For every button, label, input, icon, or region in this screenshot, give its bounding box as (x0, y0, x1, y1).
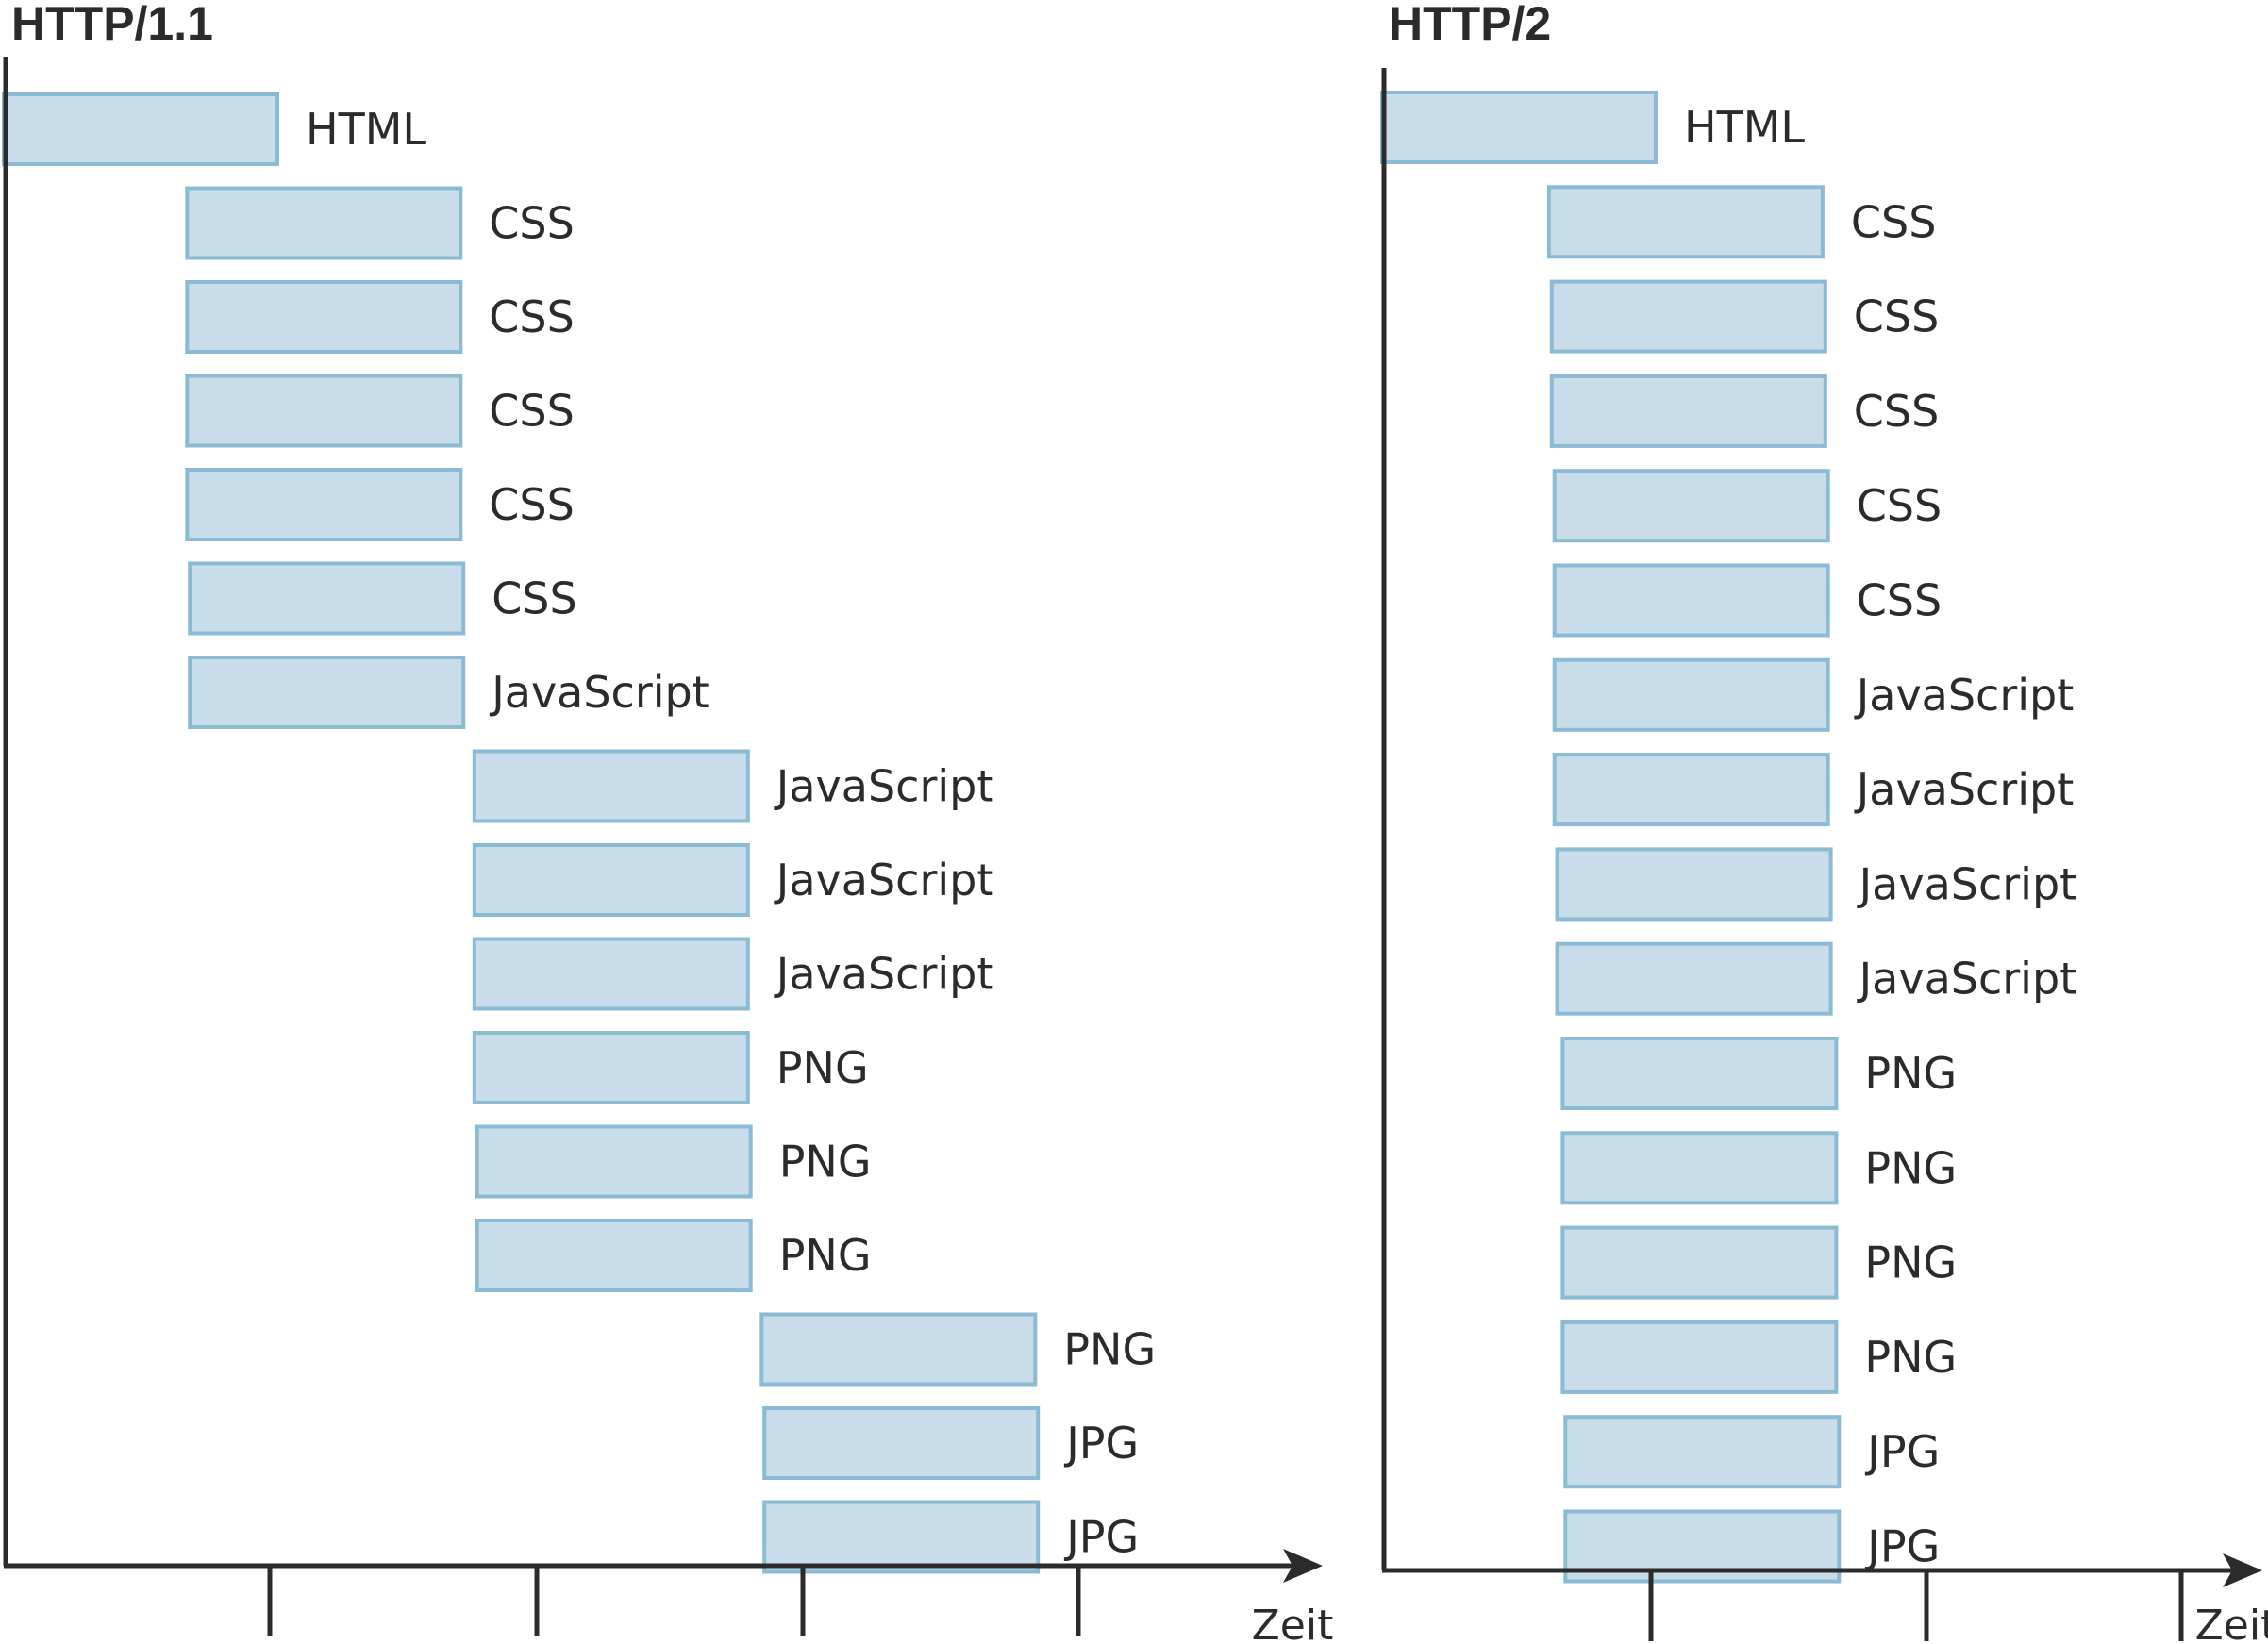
request-bar (185, 186, 463, 260)
request-label: HTML (306, 104, 426, 155)
request-bar (1552, 753, 1830, 827)
request-label: JPG (1063, 1512, 1139, 1563)
request-label: JavaScript (774, 949, 994, 1000)
request-label: CSS (1857, 575, 1943, 626)
request-bar (185, 468, 463, 541)
request-bar (1549, 374, 1827, 448)
request-bar (1552, 657, 1830, 732)
request-bar (1555, 941, 1833, 1016)
request-label: JavaScript (774, 855, 994, 905)
request-bar (1560, 1320, 1839, 1394)
request-label: PNG (1864, 1048, 1957, 1099)
request-label: JavaScript (1857, 954, 2077, 1005)
request-label: CSS (489, 291, 575, 342)
request-bar (472, 843, 750, 917)
request-bar (759, 1312, 1038, 1387)
request-bar (1552, 469, 1830, 543)
request-bar (1546, 185, 1825, 259)
request-label: CSS (1854, 386, 1940, 437)
request-label: CSS (1854, 291, 1940, 342)
request-bar (185, 374, 463, 448)
request-bar (1552, 563, 1830, 638)
http1-panel: HTTP/1.1 HTML CSS CSS CSS CSS CSS JavaScript Ja… (2, 0, 1334, 1644)
request-label: PNG (1864, 1237, 1957, 1288)
panel-title: HTTP/2 (1389, 0, 1551, 50)
request-label: JavaScript (1854, 670, 2075, 721)
request-label: CSS (489, 479, 575, 530)
request-bar (472, 1031, 750, 1104)
request-label: CSS (1851, 196, 1937, 247)
request-label: PNG (1864, 1142, 1957, 1193)
request-bar (1563, 1415, 1842, 1489)
request-label: JavaScript (1857, 858, 2077, 909)
request-label: JPG (1063, 1418, 1139, 1469)
request-label: PNG (1864, 1332, 1957, 1383)
request-label: JavaScript (489, 667, 709, 718)
request-bar (1560, 1037, 1839, 1110)
panel-title: HTTP/1.1 (11, 0, 213, 50)
request-bar (762, 1500, 1041, 1574)
request-label: CSS (492, 573, 577, 624)
request-label: PNG (779, 1137, 872, 1187)
request-bar (1560, 1131, 1839, 1205)
request-bar (475, 1124, 753, 1199)
request-bar (188, 561, 466, 636)
request-bar (1549, 279, 1827, 354)
request-label: HTML (1684, 102, 1805, 153)
request-label: CSS (489, 198, 575, 249)
arrowhead-icon (2223, 1553, 2262, 1587)
request-label: JavaScript (774, 761, 994, 812)
request-label: PNG (1063, 1324, 1156, 1375)
request-label: PNG (776, 1042, 869, 1093)
time-axis-label: Zeit (2195, 1602, 2268, 1644)
request-bar (188, 656, 466, 729)
request-label: JavaScript (1854, 764, 2075, 815)
request-bar (472, 749, 750, 823)
request-bar (1555, 847, 1833, 922)
request-bar (1560, 1225, 1839, 1300)
request-bar (1380, 91, 1658, 164)
request-label: PNG (779, 1230, 872, 1281)
request-label: JPG (1864, 1521, 1940, 1572)
request-bar (475, 1219, 753, 1292)
time-axis-label: Zeit (1252, 1602, 1334, 1644)
http2-panel: HTTP/2 HTML CSS CSS CSS CSS CSS JavaScript Java… (1380, 0, 2268, 1644)
arrowhead-icon (1283, 1549, 1323, 1583)
request-bar (472, 937, 750, 1011)
request-bar (762, 1406, 1041, 1480)
request-bar (2, 92, 279, 166)
request-bar (185, 280, 463, 354)
request-label: CSS (489, 386, 575, 437)
request-label: JPG (1864, 1426, 1940, 1477)
request-label: CSS (1857, 480, 1943, 531)
